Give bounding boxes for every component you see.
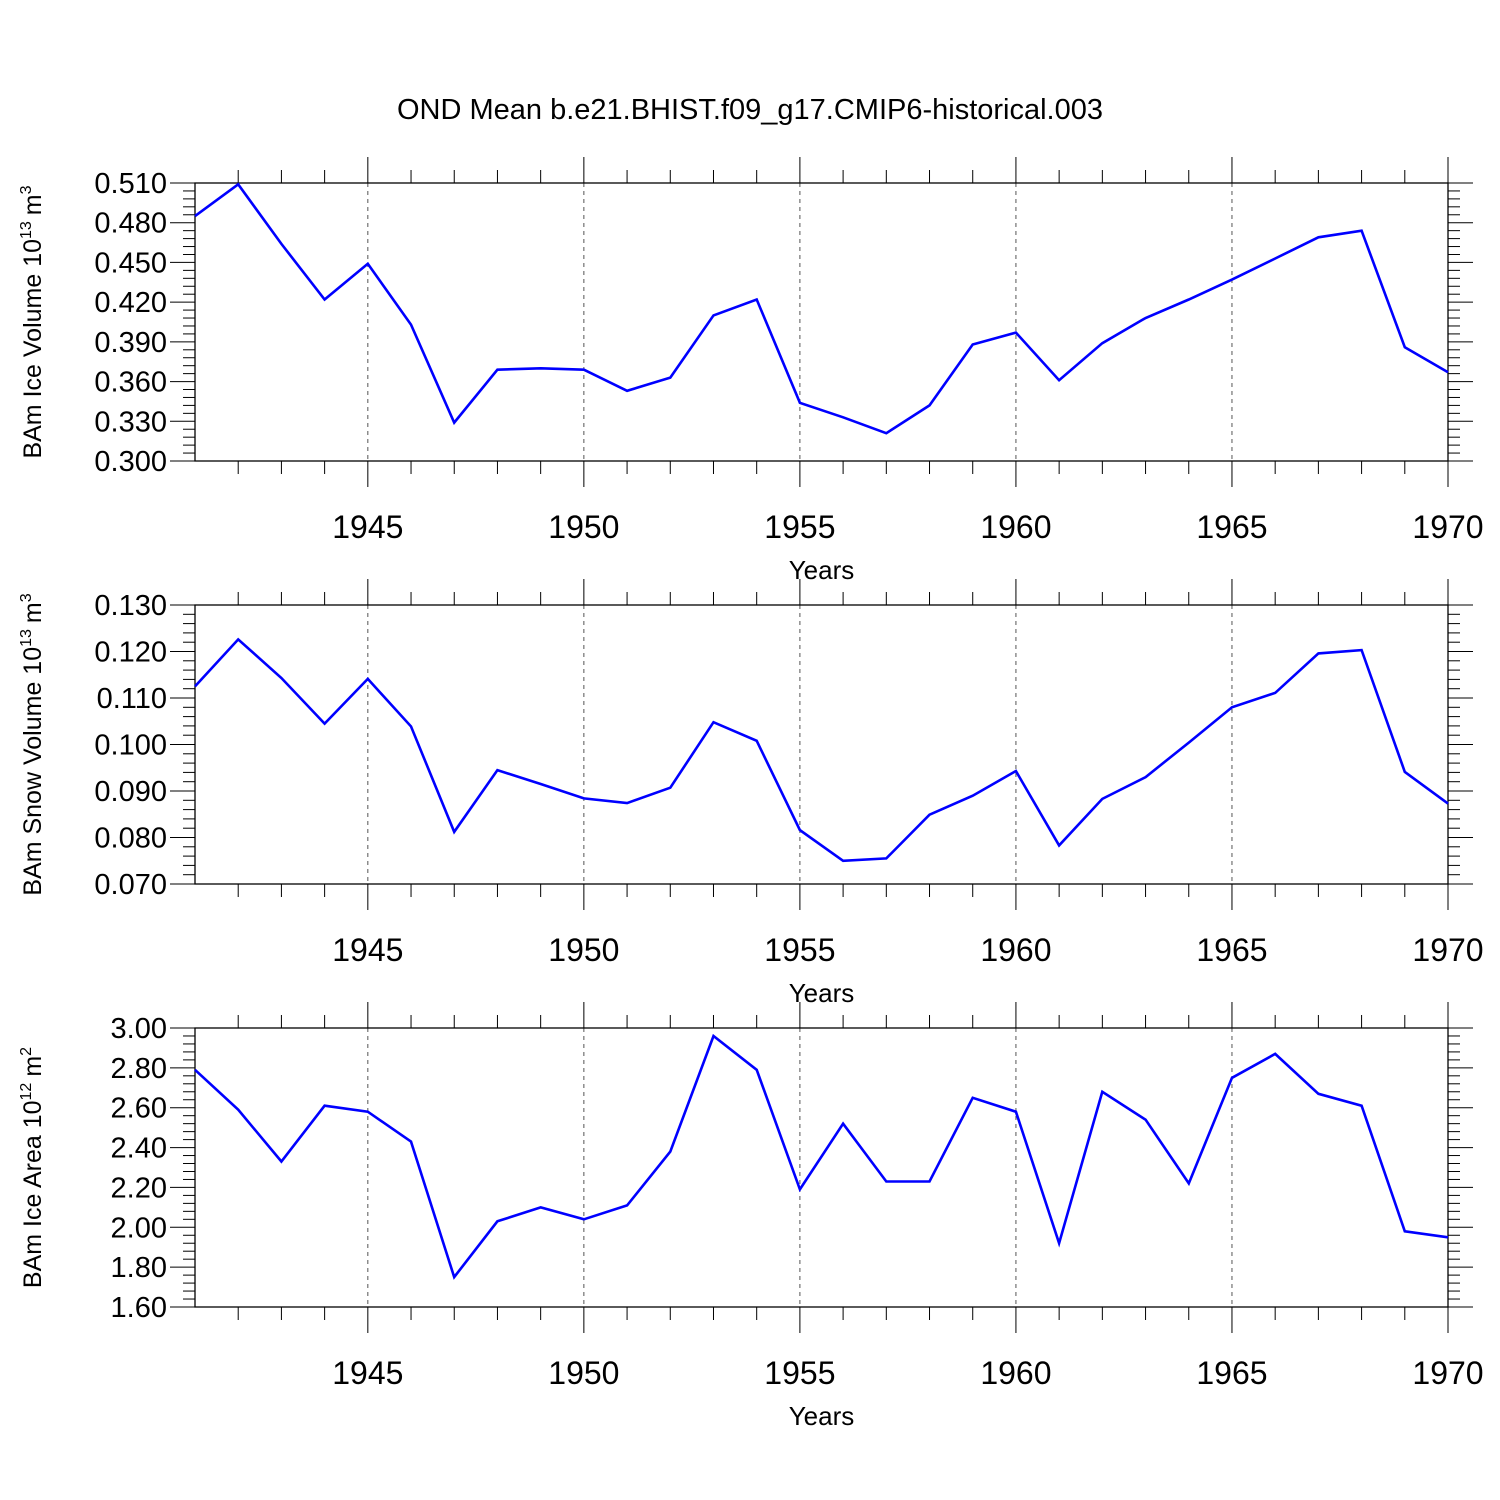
snow-volume-x-tick-label: 1945: [332, 932, 403, 968]
ice-area-y-tick-label: 2.00: [111, 1212, 167, 1244]
ice-volume-plot-frame: [194, 182, 1449, 462]
chart-ice-area: 1.60 1.80 2.00 2.20 2.40 2.60 2.80 3.00 1945 1950…: [18, 1002, 1484, 1431]
ice-volume-x-tick-label: 1950: [548, 509, 619, 545]
snow-volume-y-tick-label: 0.130: [94, 590, 167, 622]
snow-volume-y-tick-label: 0.120: [94, 637, 167, 669]
ice-area-x-tick-label: 1965: [1196, 1355, 1267, 1391]
ice-area-y-tick-label: 1.60: [111, 1292, 167, 1324]
ice-volume-y-tick-label: 0.450: [94, 247, 167, 279]
ice-volume-y-axis-title-unit: m: [19, 194, 47, 215]
ice-area-y-tick-label: 2.20: [111, 1172, 167, 1204]
ice-area-x-axis-title: Years: [789, 1401, 855, 1431]
ice-volume-y-tick-label: 0.480: [94, 208, 167, 240]
ice-area-y-axis-title-text: BAm Ice Area 10: [19, 1100, 47, 1288]
ice-volume-y-tick-label: 0.300: [94, 446, 167, 478]
snow-volume-x-tick-label: 1950: [548, 932, 619, 968]
snow-volume-y-axis-title-text: BAm Snow Volume 10: [19, 647, 47, 896]
ice-area-y-axis-title: BAm Ice Area 1012 m2: [18, 1047, 47, 1288]
ice-volume-y-axis-title: BAm Ice Volume 1013 m3: [18, 185, 47, 458]
figure-title: OND Mean b.e21.BHIST.f09_g17.CMIP6-histo…: [397, 94, 1103, 126]
ice-area-y-axis-title-exp: 12: [18, 1083, 35, 1101]
ice-area-y-axis-title-unit-exp: 2: [18, 1047, 35, 1056]
ice-area-x-tick-label: 1955: [764, 1355, 835, 1391]
ice-area-y-axis-title-unit: m: [19, 1056, 47, 1077]
ice-area-x-tick-label: 1945: [332, 1355, 403, 1391]
snow-volume-x-tick-label: 1965: [1196, 932, 1267, 968]
ice-volume-x-tick-label: 1960: [980, 509, 1051, 545]
ice-area-y-tick-label: 1.80: [111, 1252, 167, 1284]
chart-panels: 0.300 0.330 0.360 0.390 0.420 0.450 0.480 0.510…: [18, 157, 1484, 1431]
ice-area-y-tick-label: 2.60: [111, 1093, 167, 1125]
ice-area-series-line: [194, 1033, 1449, 1280]
snow-volume-x-tick-label: 1970: [1412, 932, 1483, 968]
snow-volume-y-tick-label: 0.080: [94, 823, 167, 855]
snow-volume-y-tick-label: 0.100: [94, 730, 167, 762]
snow-volume-y-axis-title-unit-exp: 3: [18, 593, 35, 602]
ice-volume-x-tick-label: 1965: [1196, 509, 1267, 545]
ice-volume-series-line: [194, 182, 1449, 435]
snow-volume-y-tick-label: 0.110: [97, 683, 167, 715]
ice-volume-x-axis-title: Years: [789, 555, 855, 585]
ice-area-x-tick-label: 1970: [1412, 1355, 1483, 1391]
chart-ice-volume: 0.300 0.330 0.360 0.390 0.420 0.450 0.480 0.510…: [18, 157, 1484, 585]
ice-area-y-tick-label: 2.80: [111, 1053, 167, 1085]
ice-volume-y-tick-label: 0.420: [94, 287, 167, 319]
ice-volume-x-tick-label: 1955: [764, 509, 835, 545]
snow-volume-y-axis-title-unit: m: [19, 602, 47, 623]
ice-volume-y-axis-title-exp: 13: [18, 221, 35, 239]
ice-volume-y-axis-title-text: BAm Ice Volume 10: [19, 239, 47, 459]
chart-snow-volume: 0.070 0.080 0.090 0.100 0.110 0.120 0.130 1945 1…: [18, 579, 1484, 1008]
snow-volume-y-axis-title: BAm Snow Volume 1013 m3: [18, 593, 47, 895]
ice-volume-y-tick-label: 0.360: [94, 367, 167, 399]
snow-volume-x-tick-label: 1960: [980, 932, 1051, 968]
snow-volume-x-tick-label: 1955: [764, 932, 835, 968]
ice-volume-x-tick-label: 1945: [332, 509, 403, 545]
ice-volume-y-tick-label: 0.390: [94, 327, 167, 359]
ice-area-y-tick-label: 2.40: [111, 1133, 167, 1165]
ice-volume-y-tick-label: 0.330: [94, 406, 167, 438]
ice-volume-y-tick-label: 0.510: [94, 168, 167, 200]
snow-volume-plot-frame: [194, 604, 1449, 885]
ice-area-plot-frame: [194, 1027, 1449, 1308]
snow-volume-y-tick-label: 0.090: [94, 776, 167, 808]
snow-volume-x-axis-title: Years: [789, 978, 855, 1008]
ice-area-x-tick-label: 1960: [980, 1355, 1051, 1391]
ice-volume-y-axis-title-unit-exp: 3: [18, 185, 35, 194]
snow-volume-y-tick-label: 0.070: [94, 869, 167, 901]
snow-volume-series-line: [194, 637, 1449, 863]
ice-area-x-tick-label: 1950: [548, 1355, 619, 1391]
ice-volume-x-tick-label: 1970: [1412, 509, 1483, 545]
ice-area-y-tick-label: 3.00: [111, 1013, 167, 1045]
snow-volume-y-axis-title-exp: 13: [18, 629, 35, 647]
